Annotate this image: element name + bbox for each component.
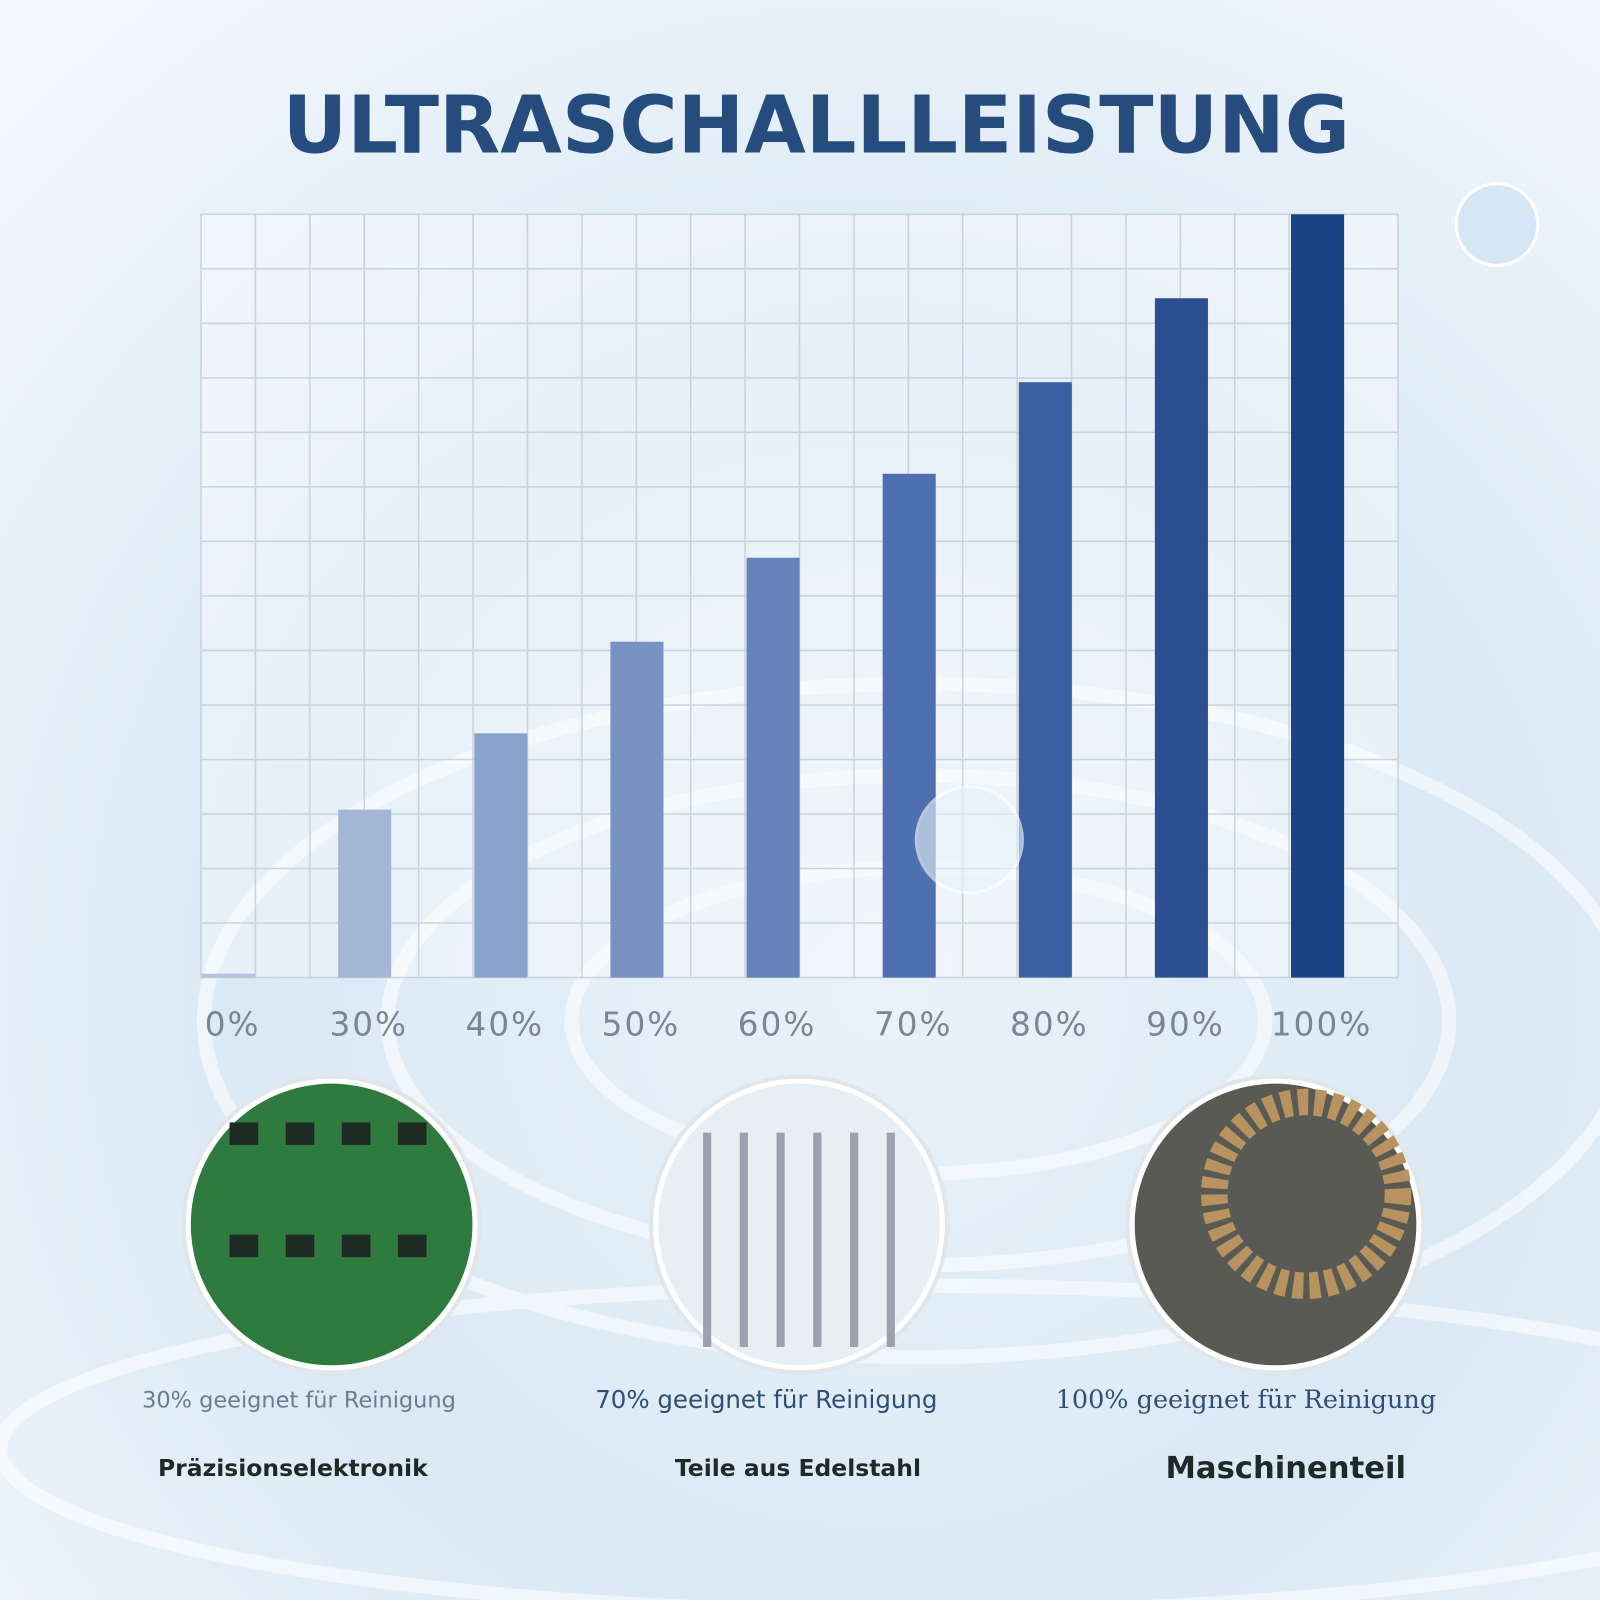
bar (1018, 382, 1072, 978)
x-tick-label: 40% (466, 1006, 545, 1044)
bar (1154, 298, 1208, 978)
card-label: Präzisionselektronik (158, 1454, 429, 1482)
bar (474, 733, 528, 978)
x-tick-label: 70% (874, 1006, 953, 1044)
chart-title: ULTRASCHALLLEISTUNG (283, 79, 1350, 172)
card-caption: 70% geeignet für Reinigung (595, 1385, 937, 1414)
bar (1291, 214, 1345, 978)
chip (341, 1234, 371, 1258)
chip (285, 1234, 315, 1258)
bar (882, 473, 936, 978)
card-caption: 30% geeignet für Reinigung (142, 1388, 456, 1414)
x-tick-label: 100% (1271, 1006, 1372, 1044)
x-tick-label: 30% (329, 1006, 408, 1044)
x-tick-label: 60% (738, 1006, 817, 1044)
x-tick-label: 0% (205, 1006, 261, 1044)
card-image (658, 1083, 940, 1366)
x-tick-label: 80% (1010, 1006, 1089, 1044)
x-tick-label: 50% (602, 1006, 681, 1044)
x-tick-label: 90% (1146, 1006, 1225, 1044)
droplet (1454, 182, 1540, 267)
chip (341, 1122, 371, 1145)
droplet (914, 785, 1024, 895)
bar (202, 973, 256, 978)
card-image (190, 1083, 473, 1366)
card-label: Maschinenteil (1165, 1451, 1405, 1486)
chip (229, 1122, 259, 1145)
bar (338, 809, 392, 978)
bar (746, 557, 800, 978)
card-image (1134, 1083, 1417, 1366)
chip (229, 1234, 259, 1258)
chip (285, 1122, 315, 1145)
card-caption: 100% geeignet für Reinigung (1056, 1385, 1437, 1415)
bar (610, 641, 664, 978)
chip (397, 1122, 427, 1145)
chip (397, 1234, 427, 1258)
gear (1201, 1088, 1412, 1299)
card-label: Teile aus Edelstahl (675, 1454, 921, 1482)
